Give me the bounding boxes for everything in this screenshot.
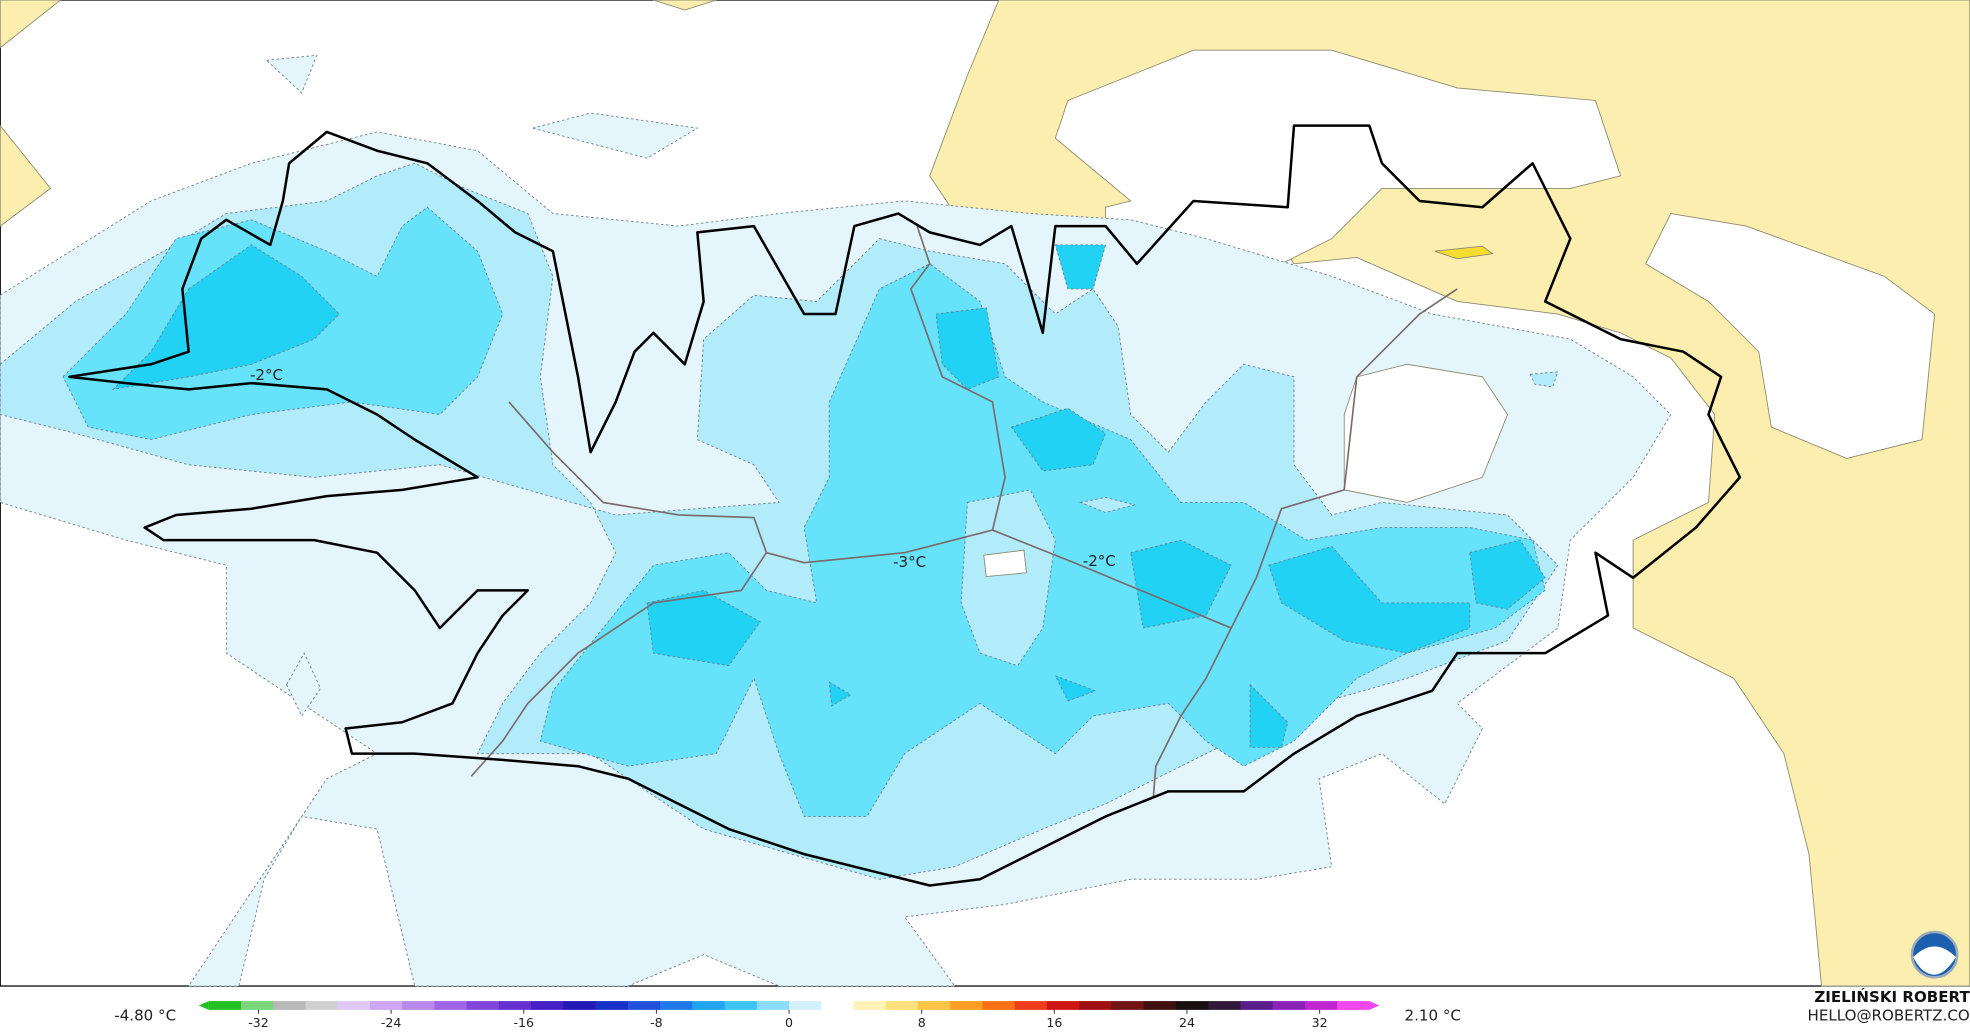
colorbar-segment <box>1240 1001 1274 1010</box>
colorbar-segment <box>1014 1001 1048 1010</box>
neutral-region <box>983 549 1027 578</box>
neutral-region <box>1645 213 1936 459</box>
noaa-logo <box>1910 930 1959 979</box>
colorbar-segment <box>660 1001 694 1010</box>
colorbar-segment <box>1143 1001 1177 1010</box>
colorbar-segment <box>563 1001 597 1010</box>
colorbar-segment <box>1046 1001 1080 1010</box>
region-border <box>470 552 768 777</box>
cold-region <box>1529 371 1559 388</box>
credit-author: ZIELIŃSKI ROBERT <box>1814 987 1970 1006</box>
cold-region <box>286 652 322 717</box>
cold-core <box>1268 545 1471 654</box>
colorbar-segment <box>273 1001 307 1010</box>
map: -2°C -3°C -2°C <box>0 0 1970 987</box>
region-border <box>1152 627 1232 798</box>
cold-core <box>1054 674 1097 702</box>
contour-label: -2°C <box>1083 552 1116 570</box>
cold-core <box>1249 683 1289 748</box>
colorbar-segment <box>950 1001 984 1010</box>
colorbar-tick-label: -24 <box>381 1015 402 1030</box>
cold-core <box>935 307 1000 390</box>
colorbar-segment <box>305 1001 339 1010</box>
colorbar-tick-label: -32 <box>248 1015 269 1030</box>
colorbar-segment <box>1304 1001 1338 1010</box>
contour-label: -2°C <box>250 366 283 384</box>
cold-core <box>1054 244 1107 290</box>
colorbar-segment <box>240 1001 274 1010</box>
colorbar-segment <box>1337 1001 1371 1010</box>
colorbar-segment <box>789 1001 823 1010</box>
colorbar-segment <box>853 1001 887 1010</box>
colorbar-tick-label: 16 <box>1046 1015 1062 1030</box>
colorbar-tick-label: 0 <box>785 1015 793 1030</box>
cold-core <box>112 244 341 391</box>
cold-region <box>1078 496 1137 513</box>
cold-core <box>646 589 761 667</box>
colorbar-segment <box>595 1001 629 1010</box>
colorbar-segment <box>692 1001 726 1010</box>
region-border <box>508 225 1006 564</box>
cold-core <box>1130 539 1232 629</box>
cold-region <box>531 112 699 159</box>
colorbar-segment <box>208 1001 242 1010</box>
colorbar-tick-label: 32 <box>1312 1015 1328 1030</box>
colorbar-tick-label: 8 <box>918 1015 926 1030</box>
colorbar-segment <box>402 1001 436 1010</box>
warm-region <box>0 0 62 49</box>
coastline <box>68 124 1742 887</box>
cold-region <box>265 54 318 94</box>
cold-region <box>960 489 1056 667</box>
colorbar-segment <box>1079 1001 1113 1010</box>
colorbar-segment <box>821 1001 855 1010</box>
warm-region <box>653 0 717 11</box>
warm-region <box>0 124 52 227</box>
colorbar-segment <box>434 1001 468 1010</box>
colorbar-segment <box>627 1001 661 1010</box>
min-label: -4.80 °C <box>114 1007 176 1025</box>
colorbar-tick-label: -8 <box>650 1015 663 1030</box>
region-border <box>992 288 1458 630</box>
colorbar-segment <box>1111 1001 1145 1010</box>
colorbar-tick-label: 24 <box>1179 1015 1195 1030</box>
contour-label: -3°C <box>893 553 926 571</box>
colorbar-segment <box>885 1001 919 1010</box>
colorbar-extend <box>1369 1001 1380 1010</box>
colorbar-segment <box>498 1001 532 1010</box>
colorbar-segment <box>531 1001 565 1010</box>
cold-core <box>1469 539 1546 610</box>
colorbar-segment <box>1175 1001 1209 1010</box>
colorbar-segment <box>756 1001 790 1010</box>
max-label: 2.10 °C <box>1405 1007 1461 1025</box>
colorbar-tick-label: -16 <box>514 1015 535 1030</box>
cold-core <box>828 681 852 707</box>
colorbar-segment <box>337 1001 371 1010</box>
cold-core <box>1010 407 1107 472</box>
colorbar: -32 -24 -16 -8 0 8 16 24 32 <box>198 1001 1380 1030</box>
warm-patch <box>1434 245 1494 260</box>
colorbar-segment <box>724 1001 758 1010</box>
credit-email: HELLO@ROBERTZ.CO <box>1808 1007 1970 1025</box>
colorbar-segment <box>1208 1001 1242 1010</box>
colorbar-segment <box>466 1001 500 1010</box>
colorbar-extend <box>198 1001 209 1010</box>
colorbar-segment <box>918 1001 952 1010</box>
neutral-region <box>1343 363 1509 503</box>
colorbar-segment <box>369 1001 403 1010</box>
colorbar-segment <box>982 1001 1016 1010</box>
colorbar-segment <box>1272 1001 1306 1010</box>
